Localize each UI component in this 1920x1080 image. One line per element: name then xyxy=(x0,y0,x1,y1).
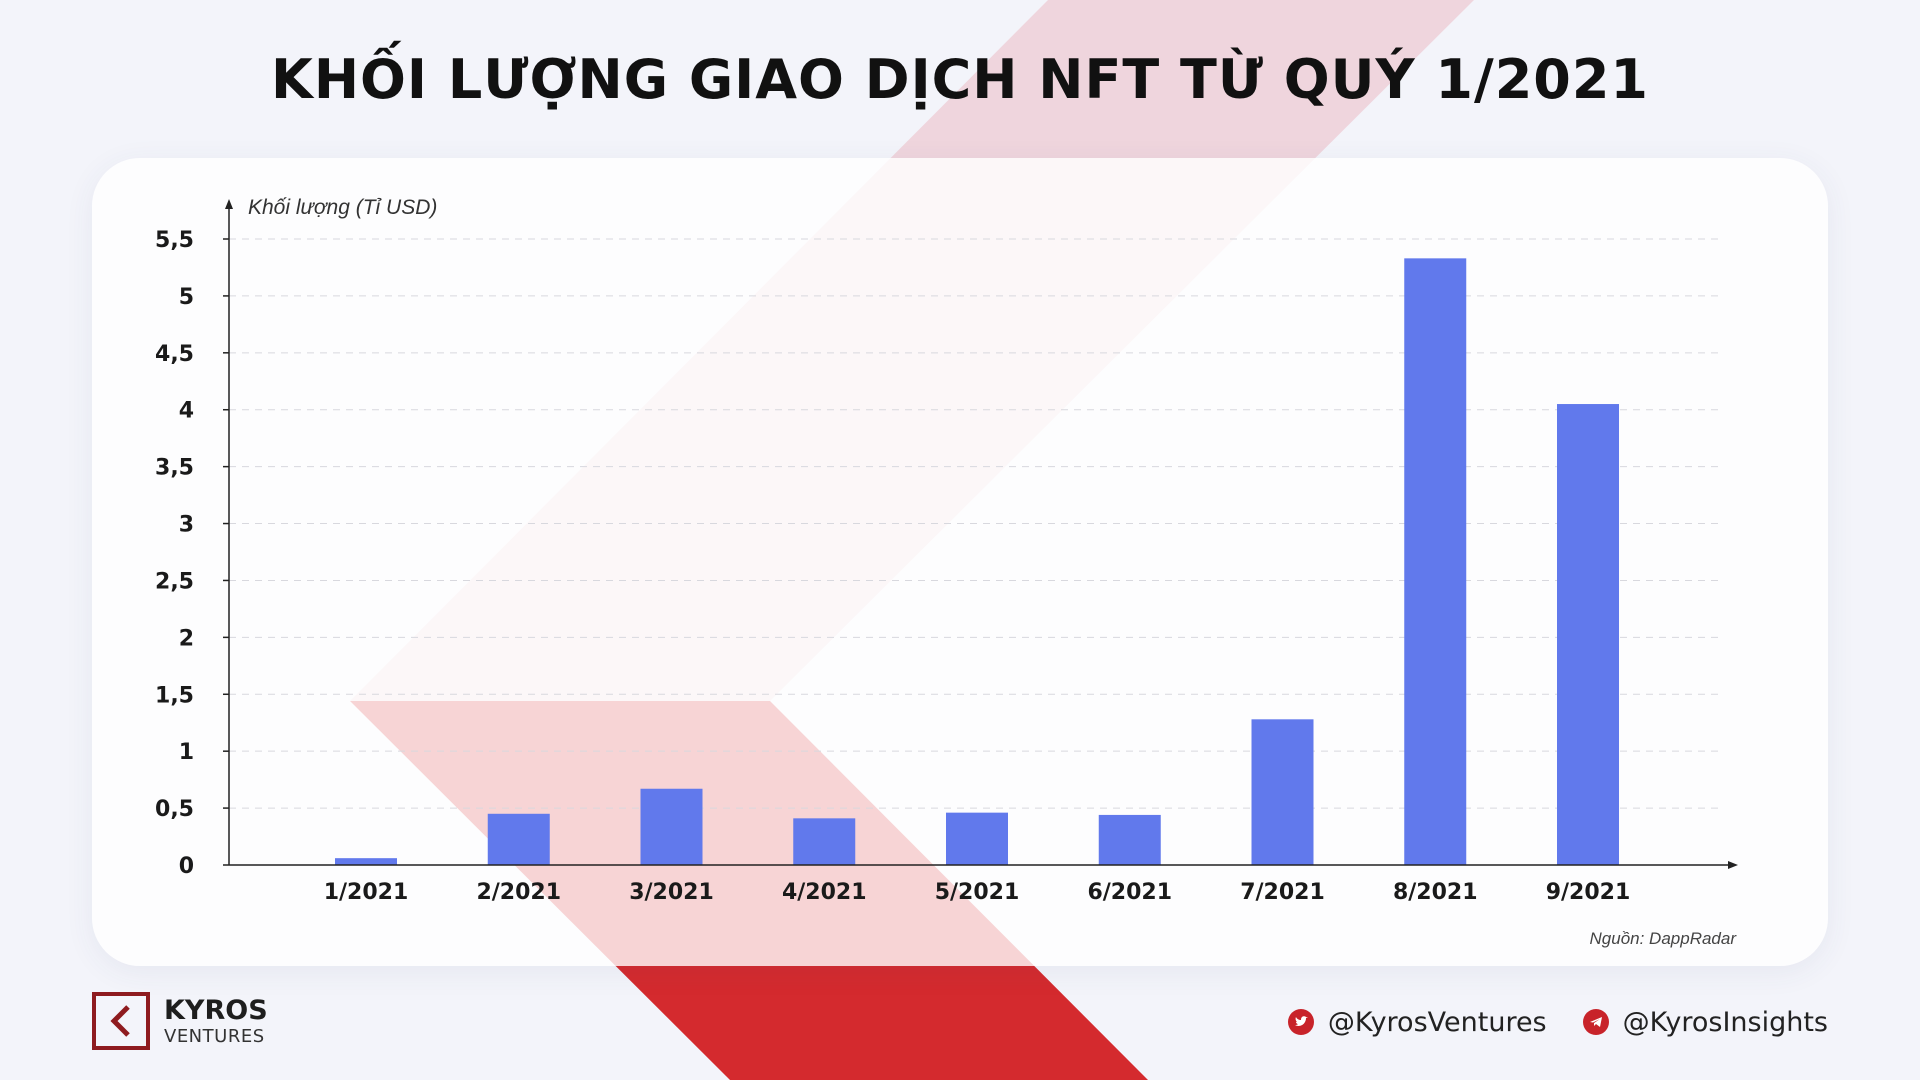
social-link-telegram[interactable]: @KyrosInsights xyxy=(1582,1006,1828,1038)
y-tick-label: 2,5 xyxy=(155,569,194,594)
bar-4-2021 xyxy=(793,818,856,865)
y-tick-label: 4,5 xyxy=(155,342,194,367)
x-tick-label: 4/2021 xyxy=(782,880,867,905)
x-tick-label: 2/2021 xyxy=(476,880,561,905)
brand-subtitle: VENTURES xyxy=(164,1025,265,1047)
telegram-icon xyxy=(1582,1009,1609,1035)
y-tick-label: 0 xyxy=(179,854,194,879)
y-tick-label: 1,5 xyxy=(155,683,194,708)
bar-2-2021 xyxy=(487,813,550,865)
twitter-icon xyxy=(1287,1009,1314,1035)
bar-5-2021 xyxy=(946,812,1008,865)
gridlines xyxy=(229,238,1720,809)
twitter-handle: @KyrosVentures xyxy=(1327,1006,1547,1038)
bars xyxy=(335,258,1619,865)
bar-3-2021 xyxy=(640,788,703,865)
y-tick-label: 5 xyxy=(179,285,194,310)
x-tick-label: 8/2021 xyxy=(1393,880,1478,905)
y-axis-arrow-icon xyxy=(225,199,233,209)
y-tick-label: 3,5 xyxy=(155,456,194,481)
telegram-handle: @KyrosInsights xyxy=(1622,1006,1828,1038)
bar-9-2021 xyxy=(1557,404,1619,865)
x-axis-arrow-icon xyxy=(1728,861,1738,869)
y-tick-labels: 0 0,5 1 1,5 2 2,5 3 3,5 4 4,5 5 5,5 xyxy=(155,228,229,879)
bar-6-2021 xyxy=(1098,814,1161,865)
y-tick-label: 1 xyxy=(179,740,194,765)
y-tick-label: 5,5 xyxy=(155,228,194,253)
page-title: KHỐI LƯỢNG GIAO DỊCH NFT TỪ QUÝ 1/2021 xyxy=(270,48,1649,111)
y-tick-label: 2 xyxy=(179,626,194,651)
bar-7-2021 xyxy=(1251,719,1314,865)
x-tick-label: 7/2021 xyxy=(1240,880,1325,905)
y-tick-label: 3 xyxy=(179,513,194,538)
x-tick-label: 5/2021 xyxy=(935,880,1020,905)
y-tick-label: 4 xyxy=(179,399,194,424)
brand-name: KYROS xyxy=(164,994,268,1026)
x-tick-label: 1/2021 xyxy=(324,880,409,905)
x-tick-label: 9/2021 xyxy=(1546,880,1631,905)
x-tick-labels: 1/2021 2/2021 3/2021 4/2021 5/2021 6/2021 7/20… xyxy=(324,880,1631,905)
social-link-twitter[interactable]: @KyrosVentures xyxy=(1287,1006,1547,1038)
bar-8-2021 xyxy=(1404,258,1467,865)
y-tick-label: 0,5 xyxy=(155,797,194,822)
bar-1-2021 xyxy=(335,858,397,865)
x-tick-label: 6/2021 xyxy=(1087,880,1172,905)
x-tick-label: 3/2021 xyxy=(629,880,714,905)
brand-logo: KYROS VENTURES xyxy=(92,990,268,1052)
source-note: Nguồn: DappRadar xyxy=(1590,929,1738,948)
kyros-logo-icon xyxy=(92,992,150,1050)
social-links: @KyrosVentures @KyrosInsights xyxy=(1252,1002,1828,1042)
y-axis-label: Khối lượng (Tỉ USD) xyxy=(248,196,437,219)
